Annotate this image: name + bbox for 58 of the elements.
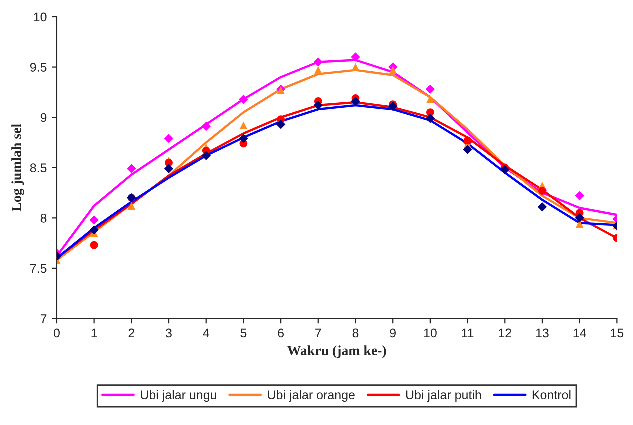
y-axis-title: Log jumlah sel xyxy=(12,124,24,212)
y-tick-label: 9 xyxy=(40,113,47,122)
y-tick-label: 7 xyxy=(40,314,47,324)
x-tick-label: 3 xyxy=(166,328,172,338)
x-tick-label: 15 xyxy=(611,328,624,338)
legend-label: Kontrol xyxy=(532,390,571,400)
point xyxy=(389,66,398,74)
y-tick-label: 7.5 xyxy=(30,264,47,274)
point xyxy=(352,63,360,72)
x-tick-label: 6 xyxy=(278,328,284,338)
point xyxy=(239,134,248,144)
point xyxy=(538,202,548,212)
y-tick-label: 8.5 xyxy=(30,164,47,173)
point xyxy=(351,96,360,106)
x-tick-label: 10 xyxy=(424,328,437,338)
point xyxy=(240,122,248,130)
point xyxy=(164,164,174,174)
point xyxy=(463,145,472,154)
point xyxy=(314,66,322,74)
point xyxy=(239,94,248,104)
point xyxy=(128,202,136,210)
point xyxy=(575,191,584,201)
point xyxy=(90,241,98,250)
point xyxy=(314,58,324,67)
x-tick-label: 7 xyxy=(316,328,322,338)
point xyxy=(127,164,136,174)
point xyxy=(388,102,398,112)
x-tick-label: 1 xyxy=(92,328,98,338)
point xyxy=(314,100,324,110)
point xyxy=(464,136,472,145)
point xyxy=(90,226,99,235)
legend-label: Ubi jalar ungu xyxy=(141,390,216,402)
point xyxy=(202,151,211,160)
x-tick-label: 14 xyxy=(574,328,586,338)
x-tick-label: 8 xyxy=(352,328,359,338)
x-tick-label: 12 xyxy=(499,328,512,338)
point xyxy=(351,52,360,62)
point xyxy=(426,96,434,104)
legend-label: Ubi jalar putih xyxy=(406,390,482,402)
point xyxy=(426,114,436,124)
x-tick-label: 11 xyxy=(462,328,474,338)
point xyxy=(202,122,211,132)
y-tick-label: 8 xyxy=(40,214,47,223)
x-tick-label: 5 xyxy=(240,328,247,338)
y-tick-label: 9.5 xyxy=(30,63,47,72)
x-axis-title: Wakru (jam ke-) xyxy=(288,346,386,358)
x-tick-label: 13 xyxy=(536,328,549,338)
x-tick-label: 0 xyxy=(54,328,60,338)
legend-label: Ubi jalar orange xyxy=(268,390,355,402)
point xyxy=(276,120,286,130)
x-tick-label: 9 xyxy=(390,328,396,338)
x-tick-label: 4 xyxy=(203,328,210,338)
point xyxy=(90,216,99,225)
point xyxy=(575,214,584,223)
y-tick-label: 10 xyxy=(34,12,47,22)
point xyxy=(426,84,436,94)
x-tick-label: 2 xyxy=(128,328,135,338)
point xyxy=(164,134,174,144)
